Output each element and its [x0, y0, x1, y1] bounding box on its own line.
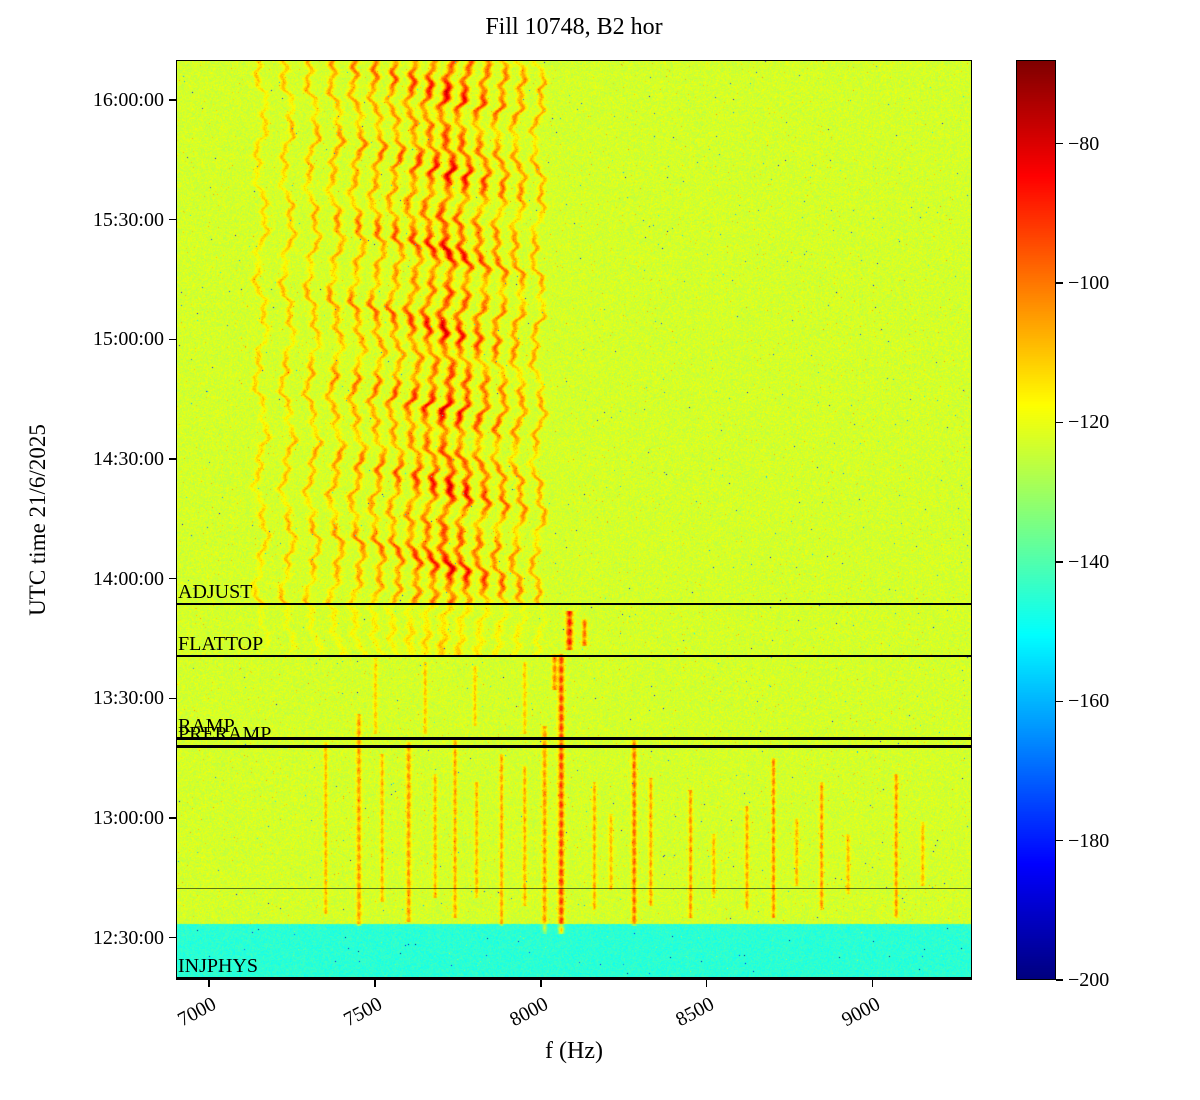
x-tickmark [540, 980, 542, 987]
colorbar-canvas [1016, 60, 1056, 980]
beam-mode-line-injphys [176, 976, 972, 980]
beam-mode-label-ramp: RAMP [178, 715, 235, 738]
y-tick-label: 15:30:00 [92, 208, 164, 231]
y-tick-label: 14:00:00 [92, 567, 164, 590]
colorbar-tickmark [1056, 561, 1063, 563]
spectrogram-canvas [176, 60, 972, 980]
colorbar-tick-label: −160 [1068, 690, 1110, 713]
colorbar-tick-label: −100 [1068, 272, 1110, 295]
x-tickmark [705, 980, 708, 987]
colorbar-tickmark [1056, 421, 1063, 424]
beam-mode-label-injphys: INJPHYS [178, 955, 259, 977]
beam-mode-line-ramp [176, 736, 972, 740]
y-tickmark [169, 338, 176, 340]
beam-mode-label-preramp: PRERAMP [178, 723, 272, 746]
y-tick-label: 12:30:00 [92, 926, 164, 949]
colorbar-tick-label: −120 [1068, 411, 1110, 434]
y-tick-label: 13:00:00 [92, 807, 164, 830]
colorbar-tick-label: −80 [1068, 132, 1100, 155]
y-tickmark [169, 458, 176, 460]
colorbar-tick-label: −180 [1068, 829, 1110, 852]
colorbar-tickmark [1056, 282, 1063, 284]
y-tickmark [169, 218, 176, 221]
colorbar-tickmark [1056, 979, 1063, 981]
y-tick-label: 16:00:00 [92, 88, 164, 111]
y-tickmark [169, 99, 176, 101]
x-tickmark [374, 980, 376, 987]
colorbar-tickmark [1056, 142, 1063, 145]
colorbar-tickmark [1056, 839, 1063, 842]
x-axis-label: f (Hz) [545, 1038, 603, 1064]
y-tickmark [169, 577, 176, 580]
y-tickmark [169, 817, 176, 819]
beam-mode-label-adjust: ADJUST [178, 581, 253, 604]
x-tickmark [871, 980, 874, 987]
chart-title: Fill 10748, B2 hor [485, 14, 663, 40]
spectrogram-plot-area [176, 60, 972, 980]
y-tickmark [169, 937, 176, 939]
thin-unlabeled-line [176, 887, 972, 889]
colorbar-tickmark [1056, 700, 1063, 702]
beam-mode-line-flattop [176, 654, 972, 658]
y-tick-label: 13:30:00 [92, 687, 164, 710]
beam-mode-label-flattop: FLATTOP [178, 633, 264, 656]
y-tickmark [169, 697, 176, 700]
colorbar-tick-label: −200 [1068, 969, 1110, 991]
colorbar [1016, 60, 1056, 980]
x-tickmark [208, 980, 210, 987]
colorbar-tick-label: −140 [1068, 550, 1110, 573]
y-tick-label: 14:30:00 [92, 447, 164, 470]
y-tick-label: 15:00:00 [92, 328, 164, 351]
beam-mode-line-preramp [176, 744, 972, 748]
beam-mode-line-adjust [176, 602, 972, 606]
